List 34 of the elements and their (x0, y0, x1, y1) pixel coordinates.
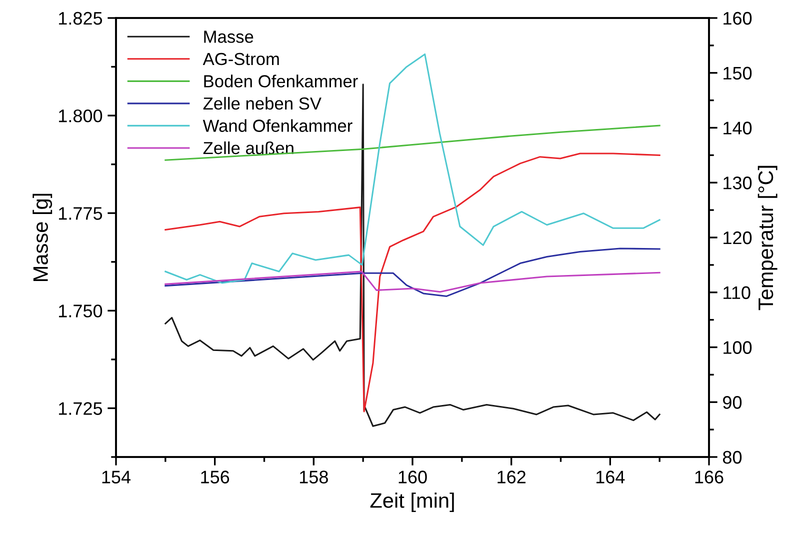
y-tick-label: 1.775 (59, 207, 102, 220)
y2-tick-label: 140 (724, 122, 752, 134)
x-tick-label: 156 (201, 470, 230, 484)
y-tick-label: 1.725 (59, 402, 102, 415)
y-tick-label: 1.825 (59, 12, 102, 25)
line-series (164, 270, 660, 293)
line-series (164, 53, 660, 284)
y-tick-label: 1.750 (59, 304, 102, 318)
x-tick-label: 164 (596, 470, 625, 484)
x-tick-label: 158 (300, 470, 328, 484)
y2-tick-label: 100 (724, 341, 752, 354)
x-tick-label: 160 (398, 470, 427, 484)
y2-axis-title: Temperatur [°C] (758, 166, 778, 310)
y2-tick-label: 90 (723, 396, 742, 409)
x-tick-label: 166 (695, 470, 724, 484)
y2-tick-label: 110 (724, 286, 750, 300)
x-tick-label: 162 (498, 470, 526, 484)
legend-label: Wand Ofenkammer (202, 119, 352, 132)
line-series (164, 248, 660, 297)
line-series (164, 152, 660, 412)
legend-label: AG-Strom (202, 52, 279, 66)
legend-label: Zelle neben SV (203, 96, 322, 110)
y-axis-title: Masse [g] (32, 194, 52, 281)
legend-label: Masse (204, 30, 254, 43)
y2-tick-label: 120 (724, 231, 752, 244)
y2-tick-label: 80 (722, 450, 742, 464)
x-axis-title: Zeit [min] (370, 492, 454, 512)
legend-label: Zelle außen (203, 141, 294, 154)
y2-tick-label: 130 (724, 176, 752, 190)
y2-tick-label: 160 (724, 12, 752, 25)
y-tick-label: 1.800 (59, 109, 102, 122)
x-tick-label: 154 (102, 470, 131, 484)
y2-tick-label: 150 (724, 66, 752, 80)
legend-label: Boden Ofenkammer (204, 74, 358, 88)
